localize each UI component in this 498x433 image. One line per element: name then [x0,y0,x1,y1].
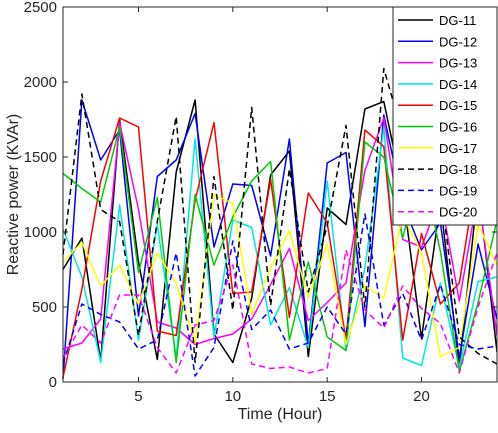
y-tick-label: 2000 [24,74,57,91]
series-line-dg-19 [62,213,498,377]
y-tick-label: 1500 [24,149,57,166]
legend-label: DG-15 [439,98,477,113]
legend-label: DG-12 [439,34,477,49]
y-tick-label: 0 [49,374,57,391]
y-tick-label: 500 [32,299,57,316]
legend-label: DG-13 [439,56,477,71]
tick-layer: 5 10 15 20 0 500 1000 1500 2000 2500 [24,0,497,405]
x-axis-label: Time (Hour) [238,406,323,423]
series-line-dg-13 [62,117,498,350]
y-tick-label: 2500 [24,0,57,16]
series-line-dg-20 [62,249,498,374]
series-line-dg-11 [62,99,498,368]
legend-label: DG-17 [439,141,477,156]
x-tick-label: 10 [224,388,241,405]
series-line-dg-14 [62,126,498,368]
legend-label: DG-20 [439,205,477,220]
legend: DG-11 DG-12 DG-13 DG-14 DG-15 DG-16 DG-17 DG-18… [392,6,498,226]
legend-label: DG-19 [439,183,477,198]
series-line-dg-17 [62,193,498,358]
y-axis-label: Reactive power (KVAr) [5,114,22,276]
legend-label: DG-11 [439,13,476,28]
x-tick-label: 15 [319,388,336,405]
legend-label: DG-14 [439,77,477,92]
x-tick-label: 5 [134,388,142,405]
legend-label: DG-18 [439,162,477,177]
x-tick-label: 20 [413,388,430,405]
y-tick-label: 1000 [24,224,57,241]
legend-label: DG-16 [439,120,477,135]
legend-box [392,6,498,226]
